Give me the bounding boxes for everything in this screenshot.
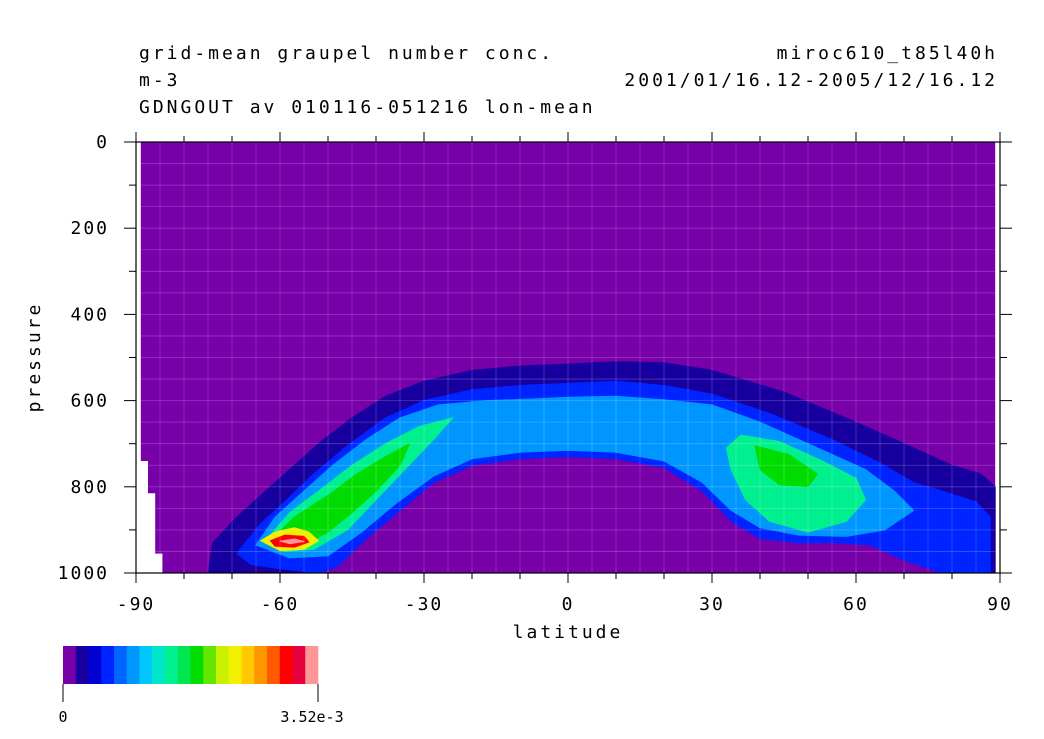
colorbar-swatch <box>267 646 281 684</box>
colorbar-swatch <box>279 646 293 684</box>
colorbar-swatch <box>228 646 242 684</box>
colorbar-swatch <box>63 646 77 684</box>
units-label: m-3 <box>139 70 181 91</box>
colorbar-swatch <box>114 646 128 684</box>
grid-lines <box>136 142 1000 573</box>
colorbar <box>62 646 319 702</box>
y-tick-label: 600 <box>70 391 109 412</box>
chart-title: grid-mean graupel number conc. <box>139 43 555 64</box>
x-tick-label: -30 <box>405 594 444 615</box>
colorbar-swatch <box>75 646 89 684</box>
colorbar-min-label: 0 <box>58 708 67 726</box>
colorbar-max-label: 3.52e-3 <box>280 708 343 726</box>
y-tick-label: 400 <box>70 304 109 325</box>
colorbar-swatch <box>190 646 204 684</box>
contour-level-10 <box>269 443 411 546</box>
x-tick-label: -90 <box>117 594 156 615</box>
axis-ticks <box>124 132 1012 583</box>
x-tick-label: 30 <box>699 594 725 615</box>
y-tick-label: 800 <box>70 477 109 498</box>
colorbar-swatch <box>292 646 306 684</box>
chart-subtitle: GDNGOUT av 010116-051216 lon-mean <box>139 97 596 118</box>
x-tick-labels: -90 -60 -30 0 30 60 90 <box>117 594 1013 615</box>
y-tick-label: 200 <box>70 218 109 239</box>
colorbar-swatch <box>88 646 102 684</box>
colorbar-swatch <box>177 646 191 684</box>
contour-level-19 <box>279 538 305 545</box>
contour-fields <box>140 142 996 573</box>
model-name: miroc610_t85l40h <box>776 43 998 64</box>
y-axis-label: pressure <box>24 302 45 413</box>
colorbar-swatch <box>203 646 217 684</box>
colorbar-swatch <box>165 646 179 684</box>
x-tick-label: 60 <box>843 594 869 615</box>
colorbar-swatch <box>254 646 268 684</box>
time-period: 2001/01/16.12-2005/12/16.12 <box>624 70 998 91</box>
y-tick-label: 0 <box>96 132 109 153</box>
colorbar-swatch <box>126 646 140 684</box>
y-tick-labels: 0 200 400 600 800 1000 <box>58 132 109 584</box>
colorbar-swatch <box>305 646 319 684</box>
x-tick-label: 0 <box>562 594 575 615</box>
y-tick-label: 1000 <box>58 563 109 584</box>
colorbar-swatch <box>216 646 230 684</box>
colorbar-swatch <box>152 646 166 684</box>
colorbar-swatch <box>101 646 115 684</box>
x-axis-label: latitude <box>513 622 624 643</box>
contour-level-10 <box>754 445 819 488</box>
colorbar-swatch <box>139 646 153 684</box>
x-tick-label: -60 <box>261 594 300 615</box>
colorbar-swatch <box>241 646 255 684</box>
x-tick-label: 90 <box>987 594 1013 615</box>
